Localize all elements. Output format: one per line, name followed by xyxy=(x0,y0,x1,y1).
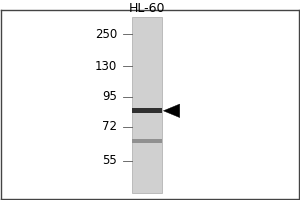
Polygon shape xyxy=(164,104,180,118)
Text: 250: 250 xyxy=(95,28,117,41)
Text: HL-60: HL-60 xyxy=(129,2,165,15)
Text: 130: 130 xyxy=(95,60,117,73)
Bar xyxy=(132,108,162,113)
Text: 72: 72 xyxy=(102,120,117,133)
Bar xyxy=(132,139,162,143)
Bar xyxy=(132,17,162,193)
Text: 95: 95 xyxy=(102,90,117,103)
Text: 55: 55 xyxy=(103,154,117,167)
